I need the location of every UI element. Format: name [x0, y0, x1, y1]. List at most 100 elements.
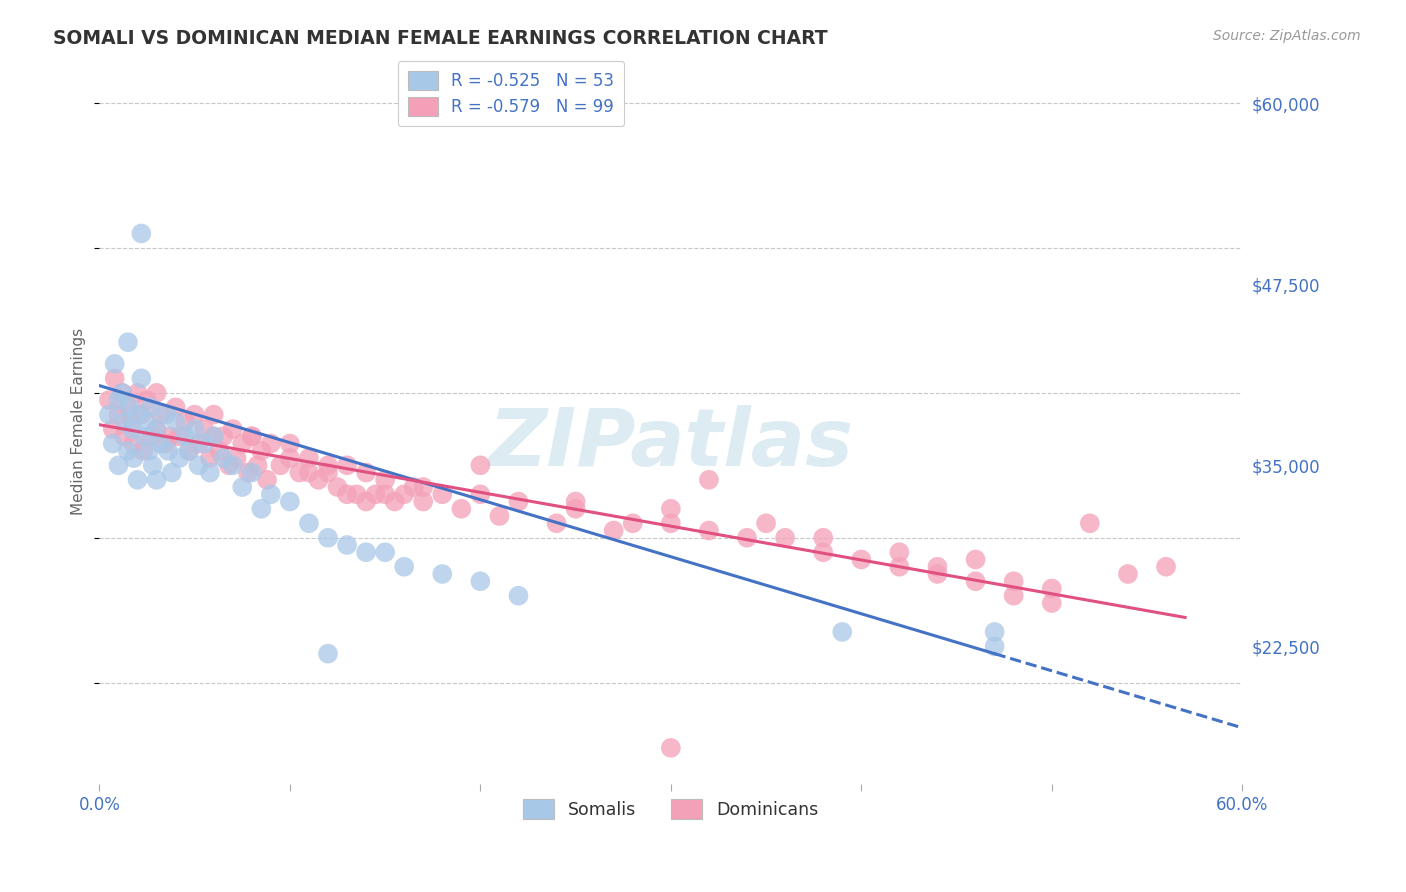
Point [402, 480, 425, 494]
Point [118, 401, 141, 415]
Point [432, 487, 454, 501]
Point [187, 458, 209, 473]
Point [165, 415, 187, 429]
Legend: Somalis, Dominicans: Somalis, Dominicans [516, 792, 825, 826]
Point [240, 429, 263, 443]
Point [470, 458, 492, 473]
Point [269, 458, 291, 473]
Point [240, 429, 263, 443]
Point [1040, 582, 1063, 596]
Point [889, 545, 911, 559]
Point [155, 408, 177, 422]
Point [212, 451, 235, 466]
Point [508, 589, 530, 603]
Point [169, 429, 191, 443]
Point [208, 443, 231, 458]
Point [187, 436, 209, 450]
Point [183, 422, 205, 436]
Point [773, 531, 796, 545]
Point [142, 458, 165, 473]
Point [145, 385, 167, 400]
Point [101, 422, 124, 436]
Point [336, 538, 359, 552]
Point [139, 401, 162, 415]
Point [659, 740, 682, 755]
Point [156, 443, 179, 458]
Point [250, 443, 273, 458]
Point [131, 227, 153, 241]
Point [1078, 516, 1101, 531]
Point [298, 451, 321, 466]
Point [488, 509, 510, 524]
Point [107, 458, 129, 473]
Point [260, 487, 283, 501]
Point [149, 436, 172, 450]
Point [316, 531, 339, 545]
Point [384, 494, 406, 508]
Point [231, 480, 253, 494]
Point [392, 559, 415, 574]
Point [101, 436, 124, 450]
Point [193, 422, 215, 436]
Point [288, 466, 311, 480]
Point [131, 408, 153, 422]
Point [240, 466, 263, 480]
Point [346, 487, 368, 501]
Point [927, 559, 949, 574]
Point [174, 415, 197, 429]
Point [121, 415, 143, 429]
Point [336, 487, 359, 501]
Point [374, 545, 396, 559]
Point [278, 451, 301, 466]
Point [755, 516, 778, 531]
Point [112, 415, 135, 429]
Point [145, 422, 167, 436]
Text: Source: ZipAtlas.com: Source: ZipAtlas.com [1213, 29, 1361, 43]
Point [250, 501, 273, 516]
Point [111, 385, 134, 400]
Point [412, 480, 434, 494]
Point [177, 443, 200, 458]
Point [316, 458, 339, 473]
Point [621, 516, 644, 531]
Point [246, 458, 269, 473]
Point [432, 566, 454, 581]
Point [831, 624, 853, 639]
Point [354, 494, 377, 508]
Point [326, 480, 349, 494]
Point [236, 466, 259, 480]
Point [222, 458, 245, 473]
Point [122, 451, 145, 466]
Point [127, 473, 149, 487]
Point [374, 487, 396, 501]
Point [97, 408, 120, 422]
Point [127, 408, 149, 422]
Point [138, 443, 160, 458]
Point [983, 640, 1005, 654]
Point [104, 371, 127, 385]
Point [107, 408, 129, 422]
Point [97, 393, 120, 408]
Point [308, 473, 330, 487]
Point [965, 552, 987, 566]
Point [697, 473, 720, 487]
Point [225, 451, 247, 466]
Point [112, 429, 135, 443]
Point [231, 436, 253, 450]
Point [697, 524, 720, 538]
Point [392, 487, 415, 501]
Point [165, 401, 187, 415]
Point [659, 501, 682, 516]
Point [659, 516, 682, 531]
Point [983, 624, 1005, 639]
Point [136, 393, 159, 408]
Point [364, 487, 387, 501]
Point [122, 436, 145, 450]
Point [412, 494, 434, 508]
Point [298, 516, 321, 531]
Point [1002, 589, 1025, 603]
Point [155, 436, 177, 450]
Point [212, 429, 235, 443]
Point [202, 408, 225, 422]
Point [1154, 559, 1177, 574]
